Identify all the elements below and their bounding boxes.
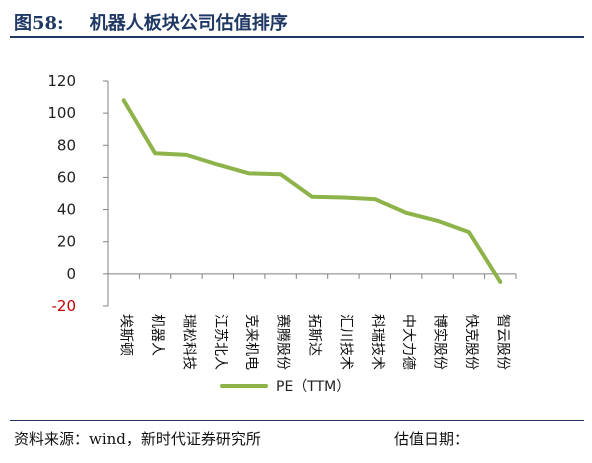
- series-line: [121, 98, 503, 284]
- y-tick-label: 60: [57, 168, 76, 186]
- x-category-label: 机器人: [149, 314, 165, 356]
- y-tick-label: 0: [66, 265, 76, 283]
- data-point: [122, 98, 126, 102]
- y-tick-label: 20: [57, 233, 76, 251]
- data-point: [373, 197, 377, 201]
- data-point: [341, 196, 345, 200]
- x-category-label: 快克股份: [463, 314, 479, 370]
- legend: PE（TTM）: [220, 379, 350, 395]
- data-point: [153, 151, 157, 155]
- y-tick-label: 80: [57, 136, 76, 154]
- x-category-label: 克来机电: [243, 314, 259, 370]
- x-category-label: 科瑞技术: [369, 314, 385, 370]
- x-category-label: 博实股份: [432, 314, 449, 370]
- figure-title: 图58: 机器人板块公司估值排序: [14, 9, 288, 35]
- x-category-label: 江苏北人: [212, 314, 228, 370]
- y-tick-label: 100: [47, 104, 76, 122]
- footer-divider: [10, 420, 584, 421]
- data-point: [310, 195, 314, 199]
- x-category-label: 中大力德: [400, 314, 416, 370]
- y-tick-label: -20: [52, 297, 77, 315]
- y-tick-label: 40: [57, 201, 76, 219]
- x-category-label: 埃斯顿: [118, 314, 134, 356]
- title-divider: [10, 36, 584, 38]
- x-category-label: 智云股份: [494, 314, 510, 370]
- data-point: [436, 219, 440, 223]
- data-point: [467, 230, 471, 234]
- valuation-date-label: 估值日期：: [394, 430, 470, 448]
- figure-label: 图58:: [14, 13, 64, 34]
- figure-header: 图58: 机器人板块公司估值排序: [0, 0, 592, 44]
- y-tick-label: 120: [47, 72, 76, 90]
- chart-title: 机器人板块公司估值排序: [89, 13, 288, 34]
- line-chart: -20 0 20 40 60 80 100 120 埃斯顿 机器人 瑞松科技 江苏北人 克来机电 赛腾股…: [47, 72, 517, 395]
- series-layer: [121, 98, 503, 284]
- data-point: [216, 163, 220, 167]
- data-point: [404, 211, 408, 215]
- x-category-label: 瑞松科技: [180, 314, 196, 370]
- x-category-label: 拓斯达: [306, 314, 322, 356]
- data-point: [498, 280, 502, 284]
- legend-label: PE（TTM）: [276, 379, 350, 395]
- x-axis: 埃斯顿 机器人 瑞松科技 江苏北人 克来机电 赛腾股份 拓斯达 汇川技术 科瑞技术 中大力德 博实股…: [107, 273, 517, 370]
- source-note: 资料来源：wind，新时代证券研究所: [14, 430, 261, 448]
- data-point: [184, 153, 188, 157]
- x-category-label: 汇川技术: [337, 314, 353, 370]
- data-point: [247, 171, 251, 175]
- y-axis: -20 0 20 40 60 80 100 120: [47, 72, 109, 315]
- data-point: [279, 172, 283, 176]
- x-category-label: 赛腾股份: [275, 314, 292, 370]
- footer: 资料来源：wind，新时代证券研究所 估值日期：: [14, 428, 584, 449]
